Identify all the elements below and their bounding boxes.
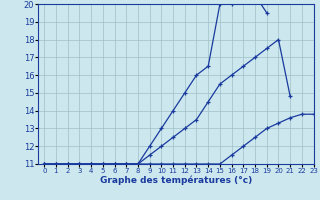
X-axis label: Graphe des températures (°c): Graphe des températures (°c) <box>100 176 252 185</box>
